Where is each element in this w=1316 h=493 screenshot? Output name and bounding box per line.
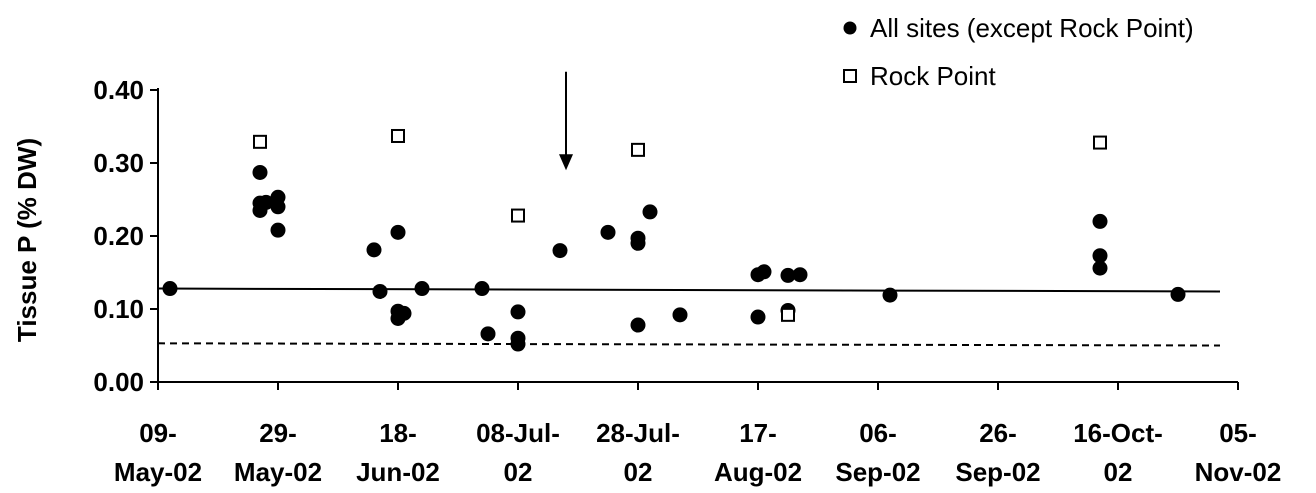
legend-label: Rock Point <box>870 61 996 91</box>
all-sites-marker <box>1092 213 1108 229</box>
axes: 0.00 0.10 0.20 0.30 0.40 09- May-02 29- May-02 18… <box>93 75 1281 487</box>
x-tick-label-line2: May-02 <box>114 457 202 487</box>
all-sites-marker <box>474 281 490 297</box>
rock-point-marker <box>1093 135 1107 150</box>
legend-rock-point-marker <box>843 69 857 83</box>
rock-point-marker <box>631 142 645 157</box>
rock-point-marker <box>511 208 525 223</box>
x-tick-label-line1: 05- <box>1219 418 1257 448</box>
all-sites-marker <box>162 281 178 297</box>
x-tick-label-line2: 02 <box>504 457 533 487</box>
x-tick-label-line1: 06- <box>859 418 897 448</box>
all-sites-marker <box>630 235 646 251</box>
x-tick-label-line2: Sep-02 <box>835 457 920 487</box>
y-tick-label: 0.00 <box>93 367 144 397</box>
rock-point-marker <box>253 134 267 149</box>
x-tick-label-line1: 26- <box>979 418 1017 448</box>
y-tick-label: 0.30 <box>93 148 144 178</box>
x-tick-label-line1: 08-Jul- <box>476 418 560 448</box>
all-sites-marker <box>480 326 496 342</box>
y-tick-label: 0.40 <box>93 75 144 105</box>
x-tick-label-line1: 18- <box>379 418 417 448</box>
rock-point-marker <box>781 307 795 322</box>
x-tick-label-line2: 02 <box>624 457 653 487</box>
all-sites-marker <box>630 317 646 333</box>
all-sites-marker <box>390 224 406 240</box>
x-tick-label-line2: Sep-02 <box>955 457 1040 487</box>
solid-reference-line <box>157 287 1221 293</box>
all-sites-marker <box>510 336 526 352</box>
arrow-head <box>559 154 573 171</box>
legend-label: All sites (except Rock Point) <box>870 13 1194 43</box>
all-sites-marker <box>672 307 688 323</box>
x-tick-label-line1: 09- <box>139 418 177 448</box>
x-tick-label-line2: May-02 <box>234 457 322 487</box>
all-sites-marker <box>414 281 430 297</box>
legend: All sites (except Rock Point) Rock Point <box>843 13 1194 91</box>
all-sites-marker <box>1092 248 1108 264</box>
all-sites-marker <box>372 283 388 299</box>
y-tick-label: 0.20 <box>93 221 144 251</box>
all-sites-marker <box>600 224 616 240</box>
all-sites-marker <box>270 199 286 215</box>
all-sites-marker <box>270 222 286 238</box>
x-tick-label-line1: 29- <box>259 418 297 448</box>
all-sites-marker <box>396 305 412 321</box>
all-sites-marker <box>792 267 808 283</box>
all-sites-marker <box>1092 260 1108 276</box>
all-sites-marker <box>780 267 796 283</box>
all-sites-marker <box>366 242 382 258</box>
x-tick-label-line2: Aug-02 <box>714 457 802 487</box>
all-sites-marker <box>252 164 268 180</box>
legend-all-sites-marker <box>843 21 857 35</box>
all-sites-marker <box>642 204 658 220</box>
y-axis-title: Tissue P (% DW) <box>12 138 42 342</box>
all-sites-marker <box>756 264 772 280</box>
y-tick-label: 0.10 <box>93 294 144 324</box>
all-sites-marker <box>882 287 898 303</box>
rock-point-marker <box>391 128 405 143</box>
all-sites-marker <box>750 309 766 325</box>
all-sites-marker <box>552 243 568 259</box>
reference-lines <box>157 287 1221 347</box>
x-tick-label-line1: 16-Oct- <box>1073 418 1163 448</box>
x-tick-label-line1: 17- <box>739 418 777 448</box>
x-tick-label-line1: 28-Jul- <box>596 418 680 448</box>
x-tick-label-line2: Jun-02 <box>356 457 440 487</box>
x-tick-label-line2: Nov-02 <box>1195 457 1282 487</box>
dashed-reference-line <box>157 342 1221 347</box>
all-sites-marker <box>258 194 274 210</box>
annotations <box>559 71 573 171</box>
data-points <box>162 128 1186 352</box>
all-sites-marker <box>1170 286 1186 302</box>
x-tick-label-line2: 02 <box>1104 457 1133 487</box>
all-sites-marker <box>510 304 526 320</box>
